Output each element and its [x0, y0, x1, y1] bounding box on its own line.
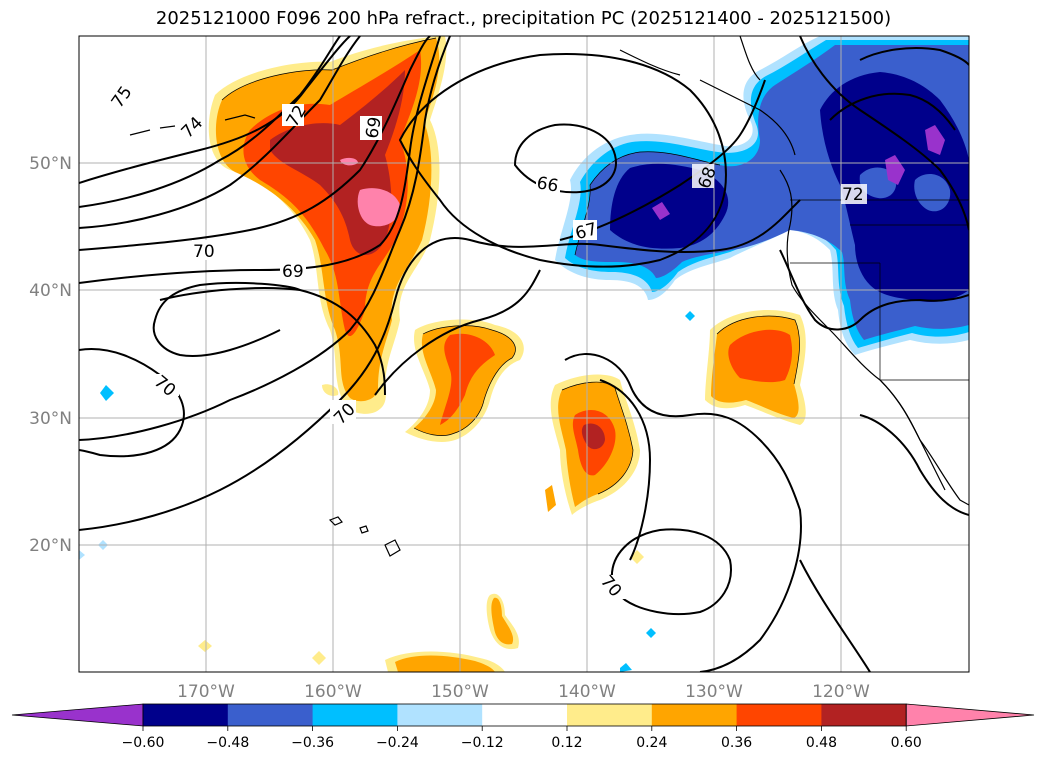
colorbar-segment: [227, 704, 314, 726]
colorbar-frame: [142, 703, 907, 727]
refractivity-contours: [79, 36, 969, 672]
contour-label-69-b: 69: [282, 262, 304, 282]
lon-label-140w: 140°W: [558, 682, 616, 702]
map-frame: [78, 35, 970, 673]
colorbar-tick-label: −0.48: [206, 735, 249, 751]
latitude-labels: 50°N 40°N 30°N 20°N: [29, 154, 72, 556]
colorbar: −0.60 −0.48 −0.36 −0.24 −0.12 0.12 0.24 0.36 0.4…: [11, 703, 1035, 751]
negative-anomaly-areas: [79, 36, 969, 672]
lon-label-170w: 170°W: [177, 682, 235, 702]
lat-label-30: 30°N: [29, 409, 72, 429]
colorbar-tick-label: 0.48: [806, 735, 837, 751]
lon-label-160w: 160°W: [304, 682, 362, 702]
positive-anomaly-areas: [198, 36, 806, 672]
lat-label-50: 50°N: [29, 154, 72, 174]
colorbar-tick-label: 0.12: [551, 735, 582, 751]
contour-label-66: 66: [535, 173, 560, 196]
map-panel: 75 74 72 69 66 67 68 70 69 70 70 70 72: [79, 36, 969, 672]
lon-label-120w: 120°W: [812, 682, 870, 702]
colorbar-segment: [312, 704, 398, 726]
colorbar-segment: [821, 704, 907, 726]
colorbar-tick-label: 0.24: [636, 735, 667, 751]
map-title: 2025121000 F096 200 hPa refract., precip…: [155, 8, 892, 29]
contour-label-70-a: 70: [193, 242, 215, 262]
contour-label-72-b: 72: [842, 185, 864, 205]
anomaly-outlines: [221, 37, 800, 495]
political-borders: [790, 199, 969, 381]
colorbar-segment: [482, 704, 568, 726]
colorbar-segment: [567, 704, 653, 726]
lon-label-150w: 150°W: [431, 682, 489, 702]
colorbar-tick-label: −0.36: [291, 735, 334, 751]
lat-label-40: 40°N: [29, 281, 72, 301]
longitude-labels: 170°W 160°W 150°W 140°W 130°W 120°W: [177, 682, 870, 702]
contour-label-69: 69: [362, 115, 385, 140]
colorbar-tick-label: −0.12: [461, 735, 504, 751]
colorbar-segment: [651, 704, 738, 726]
colorbar-segment: [397, 704, 483, 726]
coastlines: [129, 36, 969, 557]
colorbar-extend-high: [905, 703, 1035, 727]
lat-label-20: 20°N: [29, 536, 72, 556]
colorbar-segment: [143, 704, 229, 726]
colorbar-tick-label: −0.24: [376, 735, 419, 751]
colorbar-tick-label: 0.60: [891, 735, 922, 751]
colorbar-tick-label: 0.36: [721, 735, 752, 751]
colorbar-segment: [736, 704, 822, 726]
colorbar-tick-label: −0.60: [122, 735, 165, 751]
lon-label-130w: 130°W: [685, 682, 743, 702]
colorbar-extend-low: [11, 703, 144, 727]
